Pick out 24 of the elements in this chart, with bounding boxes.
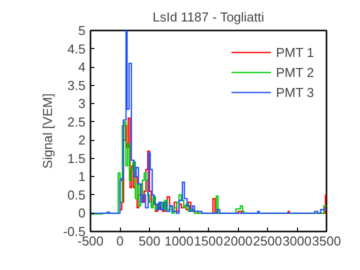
x-tick-label: 1000 <box>164 234 194 248</box>
x-tick-label: 3500 <box>312 234 341 248</box>
y-tick-label: 2 <box>78 132 86 148</box>
y-tick-label: 1 <box>78 169 86 184</box>
legend-label: PMT 2 <box>276 64 314 80</box>
x-tick-label: 0 <box>116 234 124 248</box>
y-axis-title: Signal [VEM] <box>40 93 56 169</box>
y-tick-label: 4 <box>78 60 86 75</box>
x-tick-label: 2500 <box>253 234 282 248</box>
x-tick-label: 500 <box>138 234 160 248</box>
y-tick-label: 2.5 <box>67 114 86 130</box>
chart-title: LsId 1187 - Togliatti <box>152 10 264 24</box>
y-tick-label: 0.5 <box>67 187 86 202</box>
legend-label: PMT 1 <box>276 44 314 60</box>
y-tick-label: 5 <box>78 23 86 38</box>
y-tick-label: 3.5 <box>67 78 86 93</box>
y-tick-label: 4.5 <box>67 41 86 56</box>
y-tick-label: 0 <box>78 206 86 221</box>
y-tick-label: 1.5 <box>67 150 86 166</box>
x-tick-label: 3000 <box>282 234 312 248</box>
legend-label: PMT 3 <box>276 84 314 100</box>
x-tick-label: 1500 <box>194 234 223 248</box>
y-tick-label: 3 <box>78 96 86 112</box>
x-tick-label: 2000 <box>224 234 252 248</box>
